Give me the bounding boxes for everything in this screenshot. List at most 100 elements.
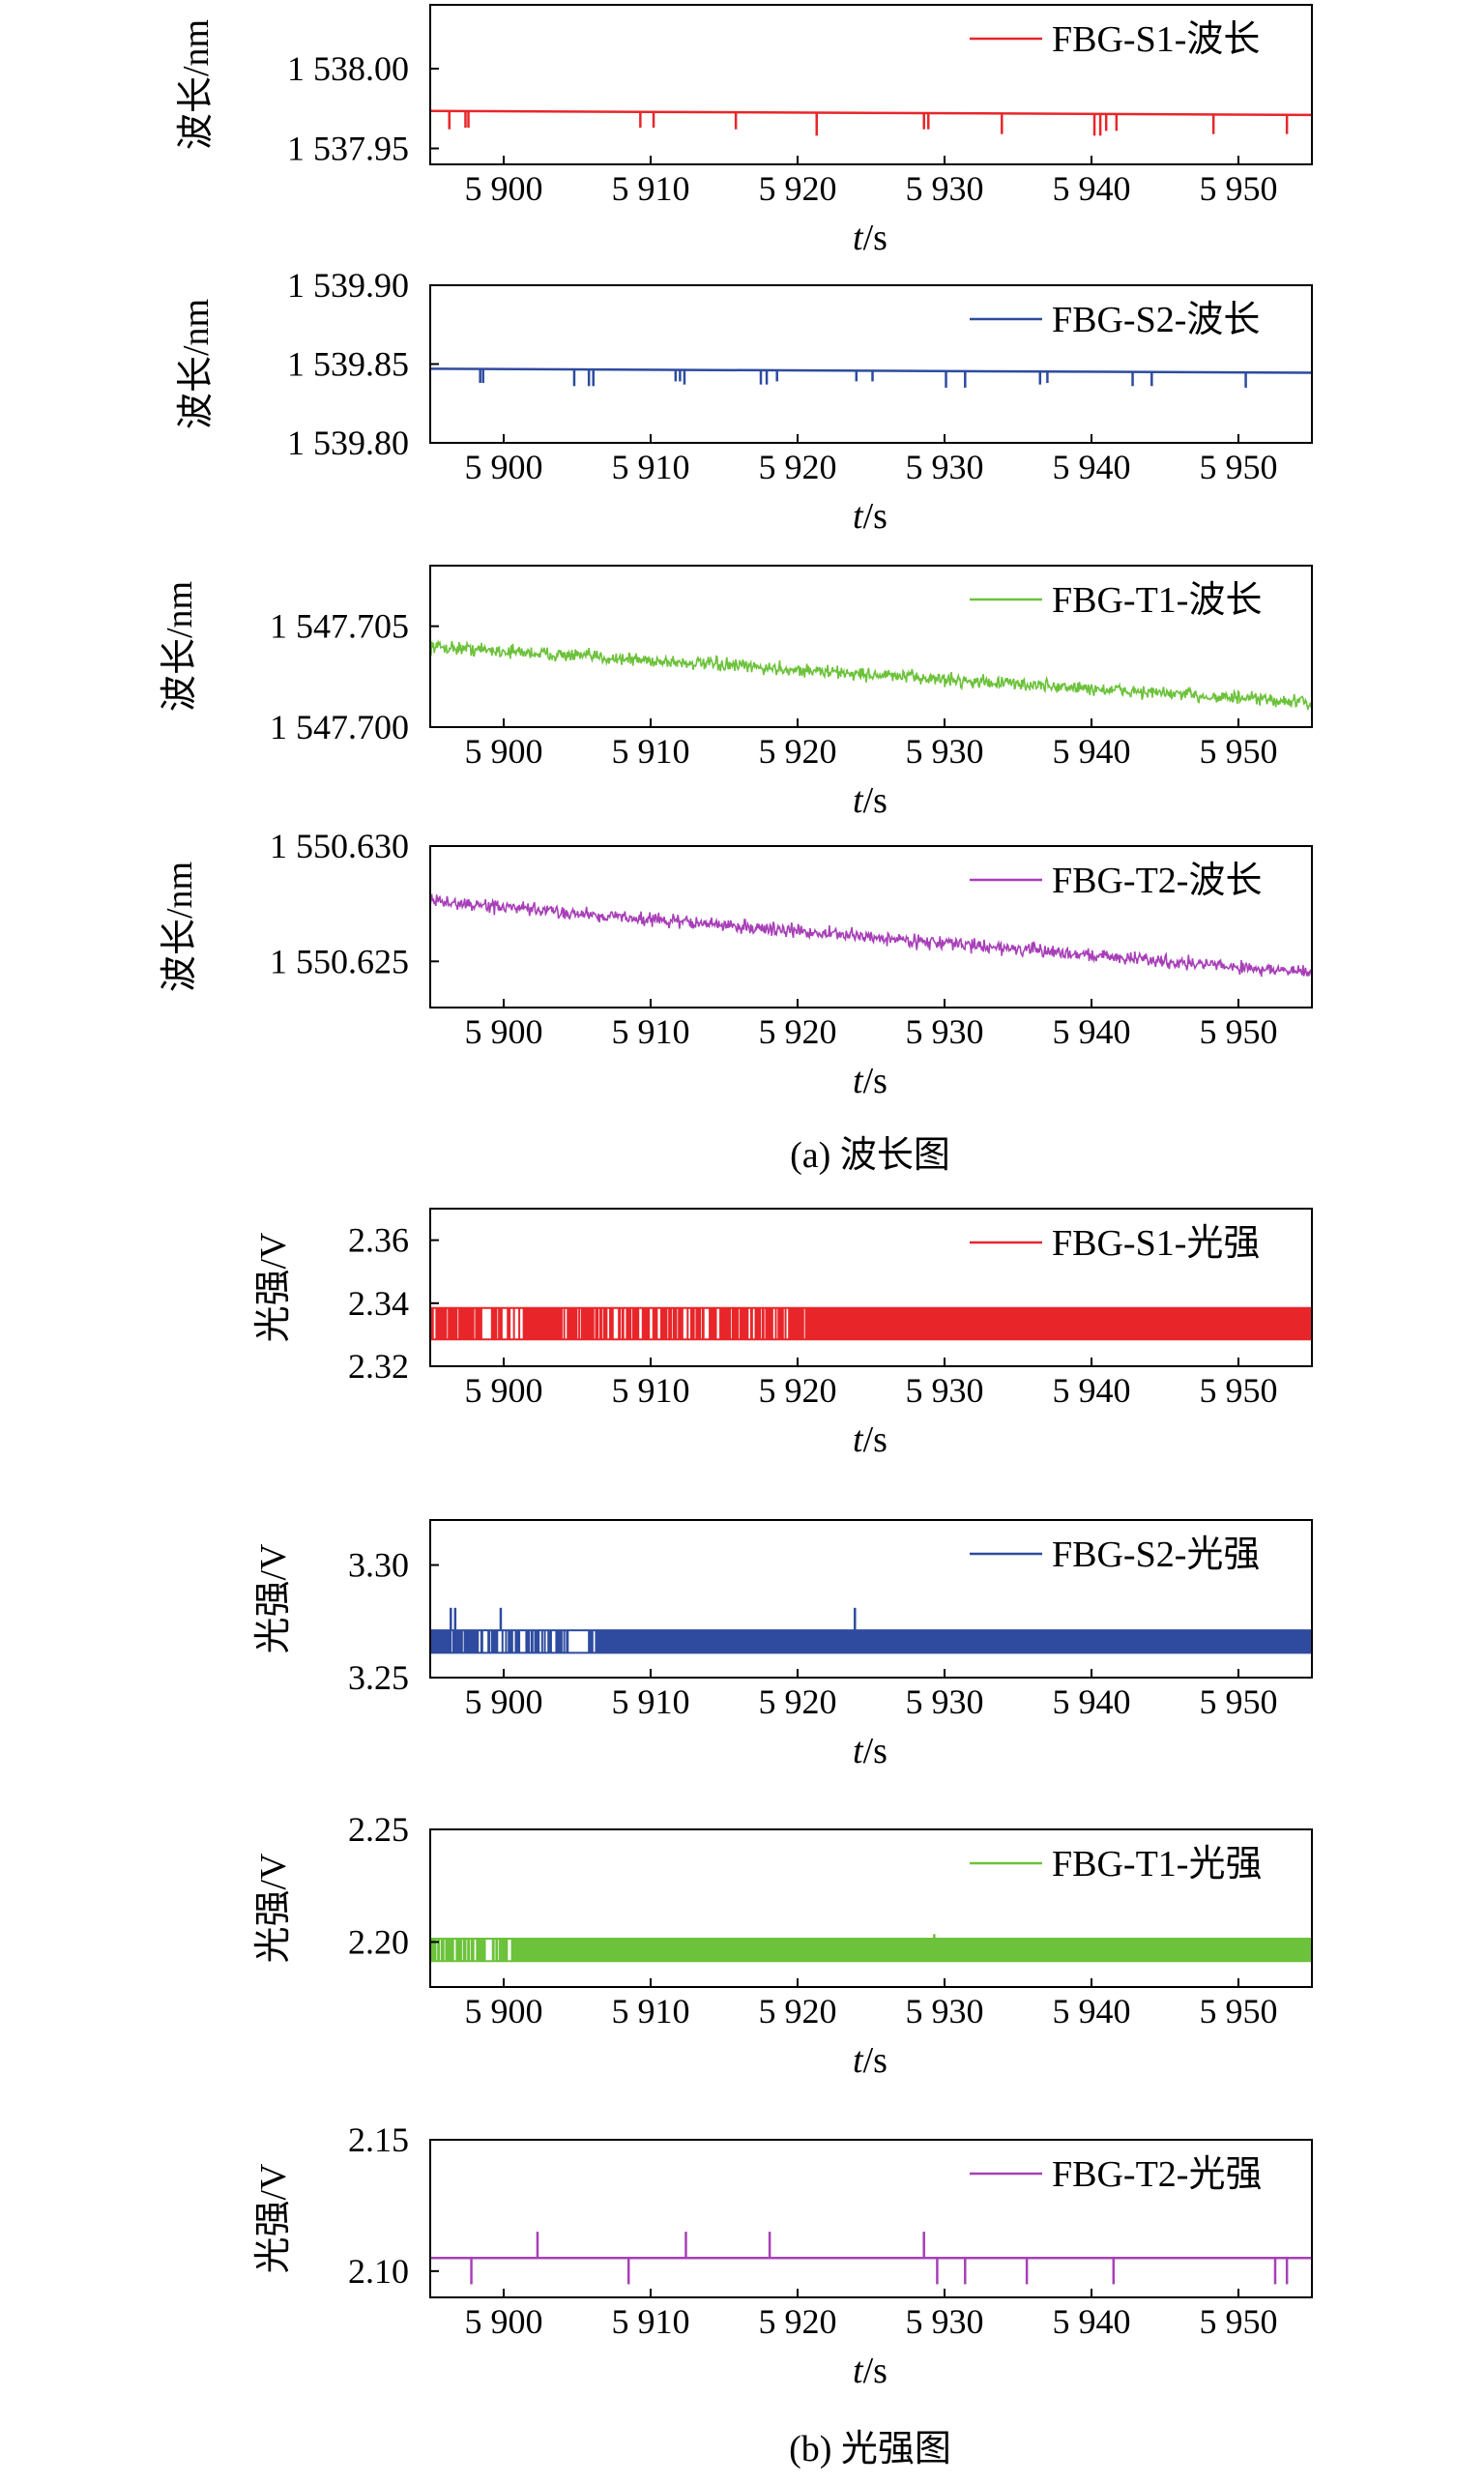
x-tick-label: 5 900 xyxy=(465,448,543,486)
y-tick-label: 2.15 xyxy=(348,2120,409,2159)
x-tick-label: 5 940 xyxy=(1053,169,1131,208)
x-tick-label: 5 930 xyxy=(906,1682,984,1721)
plot-frame xyxy=(429,1828,1313,1988)
x-tick-label: 5 920 xyxy=(759,169,837,208)
x-axis-label: t/s xyxy=(853,496,887,537)
x-tick-label: 5 930 xyxy=(906,1992,984,2031)
x-tick-label: 5 920 xyxy=(759,1012,837,1051)
x-tick-label: 5 910 xyxy=(612,2302,690,2341)
x-tick-label: 5 920 xyxy=(759,732,837,771)
y-tick-label: 1 539.90 xyxy=(287,266,409,305)
chart-8: 5 900 5 910 5 920 5 930 5 940 5 950 2.10 2.15 t/… xyxy=(253,2120,1313,2391)
series-7 xyxy=(431,1934,1311,1963)
x-tick-label: 5 920 xyxy=(759,1682,837,1721)
y-axis-label: 光强/V xyxy=(253,1853,294,1964)
series-line xyxy=(431,109,1311,117)
y-axis-label: 光强/V xyxy=(253,2163,294,2274)
legend-label: FBG-S1-光强 xyxy=(1052,1223,1260,1264)
legend-label: FBG-T2-光强 xyxy=(1052,2154,1262,2195)
x-tick-label: 5 900 xyxy=(465,169,543,208)
series-3 xyxy=(431,638,1311,711)
x-tick-label: 5 930 xyxy=(906,732,984,771)
plot-frame xyxy=(429,1519,1313,1679)
series-4 xyxy=(431,892,1311,978)
x-tick-label: 5 950 xyxy=(1200,1371,1278,1410)
x-tick-label: 5 950 xyxy=(1200,448,1278,486)
x-tick-label: 5 920 xyxy=(759,1992,837,2031)
series-5 xyxy=(431,1306,1311,1341)
x-tick-label: 5 910 xyxy=(612,1012,690,1051)
legend-label: FBG-S2-波长 xyxy=(1052,300,1260,340)
legend-label: FBG-S2-光强 xyxy=(1052,1534,1260,1575)
y-tick-label: 2.36 xyxy=(348,1221,409,1260)
y-tick-label: 3.30 xyxy=(348,1546,409,1585)
chart-6: 5 900 5 910 5 920 5 930 5 940 5 950 3.25 3.30 t/… xyxy=(253,1519,1313,1771)
y-tick-label: 2.10 xyxy=(348,2252,409,2291)
series-line xyxy=(431,1630,600,1653)
x-axis-label: t/s xyxy=(853,780,887,821)
x-tick-label: 5 940 xyxy=(1053,2302,1131,2341)
dense-band xyxy=(598,1630,1311,1653)
series-line xyxy=(431,892,1311,978)
legend-label: FBG-T1-光强 xyxy=(1052,1844,1262,1885)
plot-frame xyxy=(429,1208,1313,1367)
chart-1: 5 900 5 910 5 920 5 930 5 940 5 950 1 537.95 1 … xyxy=(176,4,1313,258)
x-tick-label: 5 930 xyxy=(906,2302,984,2341)
x-tick-label: 5 940 xyxy=(1053,732,1131,771)
x-tick-label: 5 950 xyxy=(1200,2302,1278,2341)
y-tick-label: 1 539.85 xyxy=(287,345,409,384)
plot-frame xyxy=(429,4,1313,165)
dense-band xyxy=(510,1938,1311,1962)
series-8 xyxy=(431,2232,1311,2285)
x-tick-label: 5 910 xyxy=(612,448,690,486)
chart-2: 5 900 5 910 5 920 5 930 5 940 5 950 1 539.80 1 … xyxy=(176,266,1313,537)
x-tick-label: 5 900 xyxy=(465,1371,543,1410)
series-line xyxy=(431,367,1311,374)
y-axis-label: 光强/V xyxy=(253,1543,294,1654)
x-tick-label: 5 940 xyxy=(1053,1992,1131,2031)
y-axis-label: 波长/nm xyxy=(160,862,200,992)
legend-label: FBG-T1-波长 xyxy=(1052,580,1262,621)
y-tick-label: 1 550.630 xyxy=(270,827,409,865)
plot-frame xyxy=(429,565,1313,728)
series-2 xyxy=(431,367,1311,388)
series-line xyxy=(431,1938,509,1962)
x-tick-label: 5 920 xyxy=(759,448,837,486)
y-tick-label: 1 547.700 xyxy=(270,708,409,746)
y-tick-label: 2.25 xyxy=(348,1810,409,1849)
series-line xyxy=(431,638,1311,711)
series-6 xyxy=(431,1607,1311,1654)
chart-5: 5 900 5 910 5 920 5 930 5 940 5 950 2.32 2.34 2.… xyxy=(253,1208,1313,1460)
x-tick-label: 5 920 xyxy=(759,2302,837,2341)
y-tick-label: 1 538.00 xyxy=(287,49,409,88)
x-axis-label: t/s xyxy=(853,1419,887,1460)
x-tick-label: 5 940 xyxy=(1053,1682,1131,1721)
x-tick-label: 5 950 xyxy=(1200,1682,1278,1721)
y-axis-label: 光强/V xyxy=(253,1232,294,1343)
x-tick-label: 5 910 xyxy=(612,1371,690,1410)
chart-panels: 5 900 5 910 5 920 5 930 5 940 5 950 1 537.95 1 … xyxy=(160,4,1313,2391)
y-tick-label: 1 547.705 xyxy=(270,607,409,646)
x-axis-label: t/s xyxy=(853,218,887,258)
y-tick-label: 3.25 xyxy=(348,1658,409,1697)
y-tick-label: 2.32 xyxy=(348,1347,409,1386)
x-tick-label: 5 940 xyxy=(1053,1371,1131,1410)
legend-label: FBG-S1-波长 xyxy=(1052,19,1260,60)
x-tick-label: 5 950 xyxy=(1200,732,1278,771)
y-axis-label: 波长/nm xyxy=(176,19,217,150)
plot-frame xyxy=(429,845,1313,1008)
x-tick-label: 5 900 xyxy=(465,732,543,771)
x-axis-label: t/s xyxy=(853,2351,887,2391)
x-tick-label: 5 950 xyxy=(1200,169,1278,208)
x-tick-label: 5 920 xyxy=(759,1371,837,1410)
x-tick-label: 5 930 xyxy=(906,1012,984,1051)
chart-7: 5 900 5 910 5 920 5 930 5 940 5 950 2.20 2.25 t/… xyxy=(253,1810,1313,2081)
y-tick-label: 1 537.95 xyxy=(287,130,409,168)
y-tick-label: 1 550.625 xyxy=(270,942,409,980)
y-axis-label: 波长/nm xyxy=(176,299,217,429)
x-axis-label: t/s xyxy=(853,1731,887,1771)
y-tick-label: 1 539.80 xyxy=(287,424,409,462)
x-axis-label: t/s xyxy=(853,2040,887,2081)
x-tick-label: 5 940 xyxy=(1053,1012,1131,1051)
